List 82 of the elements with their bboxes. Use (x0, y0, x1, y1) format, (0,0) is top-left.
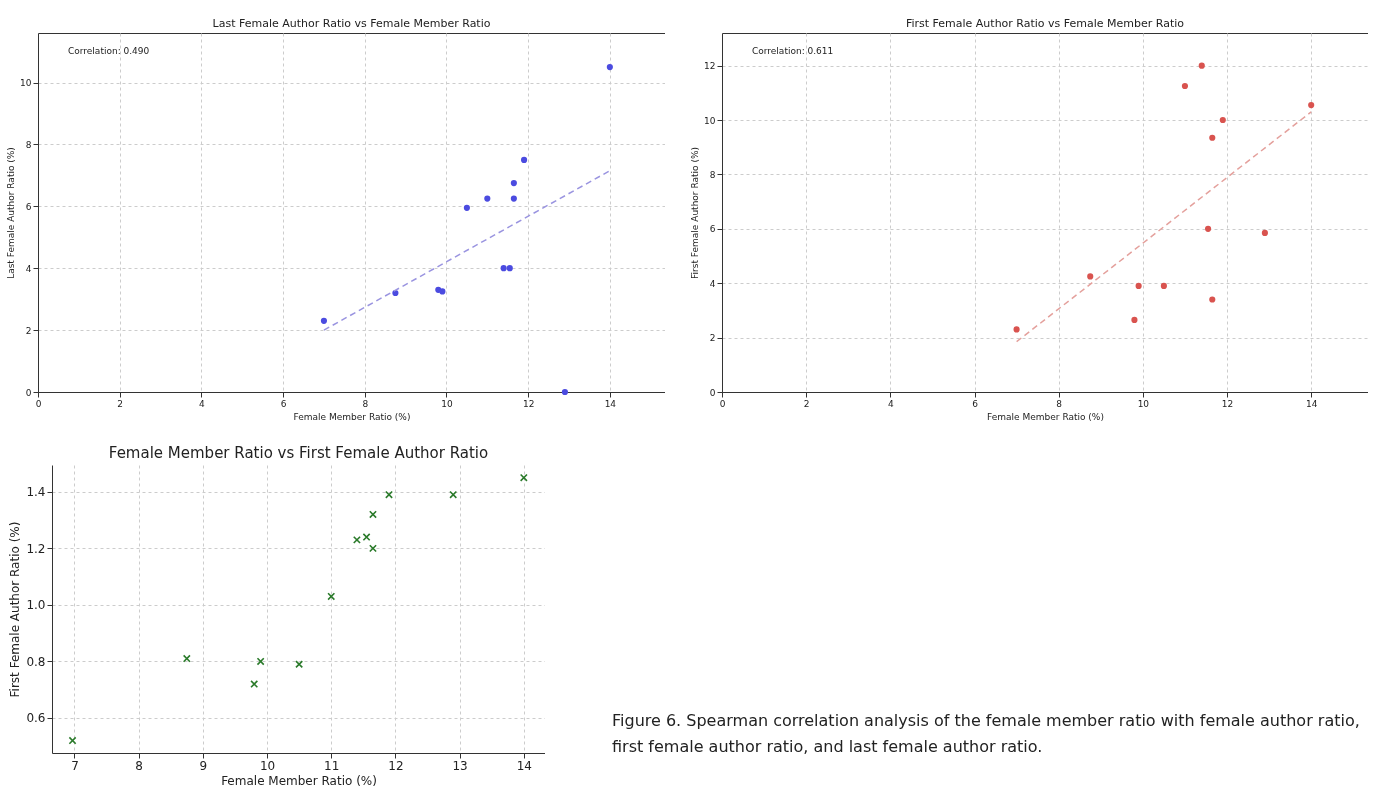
y-tick-label: 2 (25, 325, 32, 336)
point (606, 63, 613, 71)
y-tick-label: 6 (709, 224, 716, 235)
point (295, 660, 304, 669)
point (463, 204, 470, 211)
y-tick-label: 2 (709, 333, 716, 344)
point (510, 180, 517, 187)
point (519, 473, 528, 482)
y-tick-label: 1.2 (26, 541, 46, 556)
x-tick-label: 12 (388, 758, 404, 773)
y-tick-label: 4 (709, 278, 716, 289)
point (1261, 229, 1268, 236)
point (506, 265, 513, 272)
point (1181, 82, 1189, 90)
x-tick-label: 0 (719, 398, 726, 409)
point (256, 657, 265, 666)
chart-title: Last Female Author Ratio vs Female Member Ratio (212, 17, 491, 30)
x-axis-title: Female Member Ratio (%) (293, 411, 411, 422)
x-tick-label: 14 (516, 758, 532, 773)
point (1205, 225, 1212, 232)
y-tick-label: 0.8 (26, 654, 46, 669)
y-tick-label: 8 (709, 169, 716, 180)
x-tick-label: 6 (280, 398, 287, 409)
x-tick-label: 10 (1137, 398, 1150, 409)
x-tick-label: 8 (362, 398, 369, 409)
y-tick-label: 8 (25, 139, 32, 150)
y-tick-label: 10 (704, 115, 716, 126)
point (320, 317, 328, 324)
point (68, 736, 77, 745)
x-tick-label: 2 (803, 398, 810, 409)
y-tick-label: 6 (25, 201, 32, 212)
x-tick-label: 12 (1221, 398, 1234, 409)
y-tick-label: 1.0 (26, 598, 46, 613)
point (521, 156, 528, 163)
x-tick-label: 12 (522, 398, 535, 409)
point (439, 288, 446, 295)
x-tick-label: 11 (324, 758, 340, 773)
x-tick-label: 14 (604, 398, 617, 409)
y-tick-label: 0 (709, 387, 716, 398)
point (1160, 282, 1167, 290)
point (510, 195, 517, 202)
chart-title: First Female Author Ratio vs Female Member Ratio (905, 17, 1185, 30)
y-axis-title: First Female Author Ratio (%) (690, 147, 701, 279)
x-tick-label: 10 (259, 758, 276, 773)
point (561, 388, 569, 396)
y-tick-label: 12 (704, 61, 716, 72)
point (500, 265, 507, 272)
y-tick-label: 0 (25, 387, 32, 398)
y-tick-label: 4 (25, 263, 32, 274)
point (1013, 326, 1020, 333)
y-tick-label: 1.4 (26, 485, 46, 500)
point (1135, 282, 1142, 290)
point (1198, 62, 1205, 69)
chart-title: Female Member Ratio vs First Female Author Ratio (108, 444, 489, 462)
point (1219, 116, 1226, 124)
x-tick-label: 13 (452, 758, 468, 773)
annotation: Correlation: 0.611 (752, 46, 834, 56)
x-tick-label: 8 (135, 758, 143, 773)
x-tick-label: 2 (117, 398, 124, 409)
x-tick-label: 4 (887, 398, 894, 409)
x-tick-label: 14 (1305, 398, 1318, 409)
x-tick-label: 10 (441, 398, 453, 409)
point (484, 195, 491, 202)
point (1131, 316, 1138, 323)
point (352, 535, 361, 544)
y-axis-title: Last Female Author Ratio (%) (6, 147, 17, 279)
point (1209, 296, 1216, 303)
x-axis-title: Female Member Ratio (%) (221, 773, 377, 788)
y-axis-title: First Female Author Ratio (%) (8, 521, 23, 698)
caption: Figure 6. Spearman correlation analysis of the female member ratio with female author ratio, first female author ratio, and last female author ratio. (612, 710, 1361, 758)
point (1308, 102, 1315, 109)
x-axis-title: Female Member Ratio (%) (987, 411, 1104, 422)
y-tick-label: 10 (20, 78, 32, 89)
point (1209, 134, 1216, 141)
x-tick-label: 6 (972, 398, 979, 409)
x-tick-label: 9 (199, 758, 208, 773)
annotation: Correlation: 0.490 (68, 46, 150, 56)
x-tick-label: 7 (71, 758, 79, 773)
point (1087, 273, 1094, 280)
x-tick-label: 8 (1056, 398, 1063, 409)
x-tick-label: 4 (199, 398, 206, 409)
y-tick-label: 0.6 (26, 711, 46, 726)
